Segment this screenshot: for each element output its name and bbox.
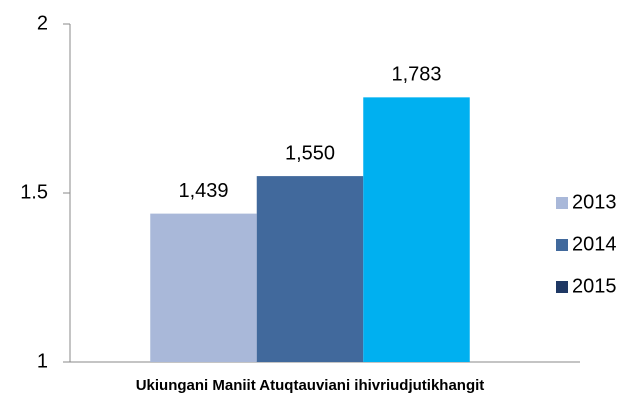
bar [150,213,257,362]
x-tick-label: Ukiungani Maniit Atuqtauviani ihivriudju… [136,377,485,394]
legend-label: 2013 [572,191,617,213]
data-label: 1,783 [391,64,441,86]
data-label: 1,439 [178,180,228,202]
legend-swatch [556,197,568,209]
bar [256,176,364,362]
legend-swatch [556,281,568,293]
bar [363,97,470,362]
y-tick-label: 1 [37,350,48,372]
y-tick-label: 1.5 [20,181,48,203]
legend-label: 2014 [572,233,617,255]
legend-label: 2015 [572,275,617,297]
legend-swatch [556,239,568,251]
data-label: 1,550 [285,142,335,164]
y-tick-label: 2 [37,12,48,34]
